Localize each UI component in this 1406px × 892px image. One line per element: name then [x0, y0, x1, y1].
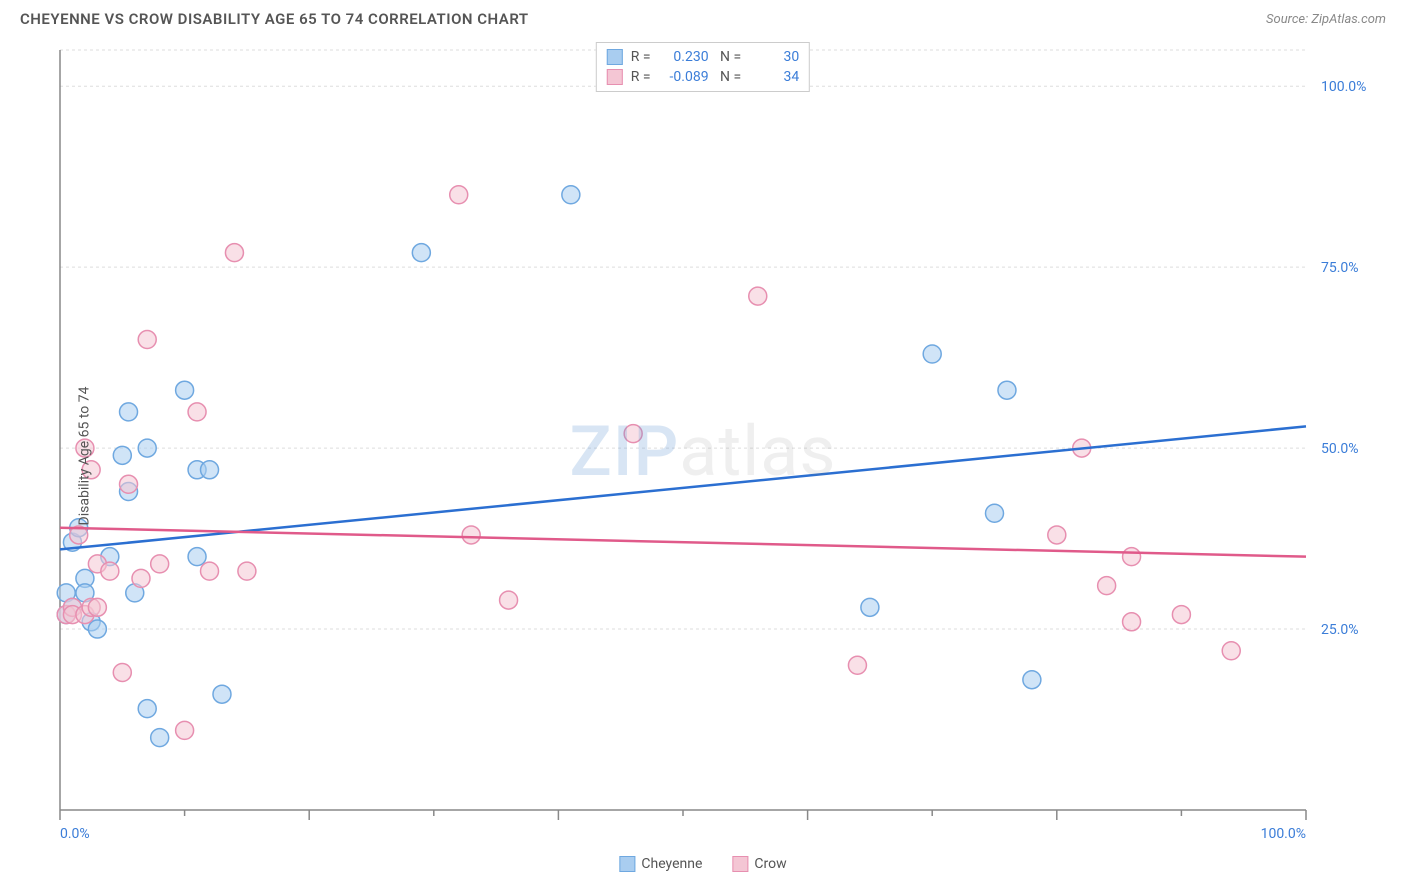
r-value-cheyenne: 0.230 — [659, 49, 709, 65]
legend-label-cheyenne: Cheyenne — [641, 856, 702, 872]
scatter-plot: 25.0% 50.0% 75.0% 100.0% 0.0% 100.0% — [20, 40, 1386, 860]
stats-row-cheyenne: R = 0.230 N = 30 — [607, 47, 799, 67]
chart-title: CHEYENNE VS CROW DISABILITY AGE 65 TO 74… — [20, 10, 529, 28]
legend-swatch-crow — [732, 856, 748, 872]
svg-text:50.0%: 50.0% — [1321, 441, 1359, 457]
svg-text:75.0%: 75.0% — [1321, 260, 1359, 276]
legend-bottom: Cheyenne Crow — [619, 856, 786, 872]
legend-swatch-cheyenne — [619, 856, 635, 872]
legend-item-crow: Crow — [732, 856, 786, 872]
legend-label-crow: Crow — [754, 856, 786, 872]
chart-source: Source: ZipAtlas.com — [1266, 12, 1386, 27]
n-value-cheyenne: 30 — [749, 49, 799, 65]
svg-text:25.0%: 25.0% — [1321, 622, 1359, 638]
chart-header: CHEYENNE VS CROW DISABILITY AGE 65 TO 74… — [0, 0, 1406, 33]
svg-text:100.0%: 100.0% — [1321, 79, 1366, 95]
stats-row-crow: R = -0.089 N = 34 — [607, 67, 799, 87]
correlation-stats-box: R = 0.230 N = 30 R = -0.089 N = 34 — [596, 42, 810, 92]
swatch-crow — [607, 69, 623, 85]
svg-text:100.0%: 100.0% — [1261, 826, 1306, 842]
chart-area: Disability Age 65 to 74 25.0% 50.0% 75.0% 1… — [20, 40, 1386, 872]
swatch-cheyenne — [607, 49, 623, 65]
r-value-crow: -0.089 — [659, 69, 709, 85]
n-value-crow: 34 — [749, 69, 799, 85]
svg-text:0.0%: 0.0% — [60, 826, 90, 842]
legend-item-cheyenne: Cheyenne — [619, 856, 702, 872]
y-axis-label: Disability Age 65 to 74 — [76, 387, 92, 526]
